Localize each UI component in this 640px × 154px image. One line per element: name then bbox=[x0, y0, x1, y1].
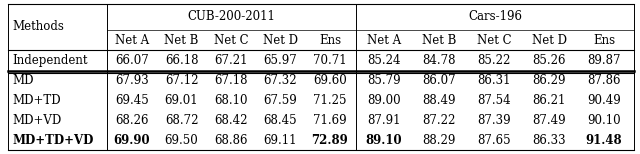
Text: Independent: Independent bbox=[12, 54, 88, 67]
Text: 88.49: 88.49 bbox=[422, 95, 456, 107]
Text: 85.22: 85.22 bbox=[477, 54, 511, 67]
Text: 85.26: 85.26 bbox=[532, 54, 566, 67]
Text: Cars-196: Cars-196 bbox=[468, 10, 522, 24]
Text: 91.48: 91.48 bbox=[586, 134, 622, 147]
Text: 87.22: 87.22 bbox=[422, 115, 456, 128]
Text: 69.11: 69.11 bbox=[264, 134, 297, 147]
Text: 87.39: 87.39 bbox=[477, 115, 511, 128]
Text: 87.49: 87.49 bbox=[532, 115, 566, 128]
Text: 69.01: 69.01 bbox=[164, 95, 198, 107]
Text: Net B: Net B bbox=[422, 34, 456, 47]
Text: 87.91: 87.91 bbox=[367, 115, 401, 128]
Text: 86.29: 86.29 bbox=[532, 75, 566, 87]
Text: 69.45: 69.45 bbox=[115, 95, 149, 107]
Text: 71.69: 71.69 bbox=[313, 115, 347, 128]
Text: 67.18: 67.18 bbox=[214, 75, 248, 87]
Text: 68.72: 68.72 bbox=[164, 115, 198, 128]
Text: Net C: Net C bbox=[214, 34, 248, 47]
Text: 89.00: 89.00 bbox=[367, 95, 401, 107]
Text: Net D: Net D bbox=[263, 34, 298, 47]
Text: Net A: Net A bbox=[115, 34, 149, 47]
Text: 67.12: 67.12 bbox=[164, 75, 198, 87]
Text: 68.86: 68.86 bbox=[214, 134, 248, 147]
Text: 68.26: 68.26 bbox=[115, 115, 148, 128]
Text: 84.78: 84.78 bbox=[422, 54, 456, 67]
Text: 67.59: 67.59 bbox=[264, 95, 298, 107]
Text: MD: MD bbox=[12, 75, 33, 87]
Text: Net D: Net D bbox=[531, 34, 566, 47]
Text: 89.10: 89.10 bbox=[365, 134, 403, 147]
Text: 69.90: 69.90 bbox=[114, 134, 150, 147]
Text: 86.07: 86.07 bbox=[422, 75, 456, 87]
Text: MD+TD: MD+TD bbox=[12, 95, 61, 107]
Text: 66.18: 66.18 bbox=[164, 54, 198, 67]
Text: 69.50: 69.50 bbox=[164, 134, 198, 147]
Text: 89.87: 89.87 bbox=[588, 54, 621, 67]
Text: Methods: Methods bbox=[12, 20, 64, 34]
Text: 68.42: 68.42 bbox=[214, 115, 248, 128]
Text: 85.24: 85.24 bbox=[367, 54, 401, 67]
Text: 67.32: 67.32 bbox=[264, 75, 298, 87]
Text: MD+VD: MD+VD bbox=[12, 115, 61, 128]
Text: 71.25: 71.25 bbox=[313, 95, 347, 107]
Text: 87.86: 87.86 bbox=[588, 75, 621, 87]
Text: CUB-200-2011: CUB-200-2011 bbox=[188, 10, 275, 24]
Text: 67.93: 67.93 bbox=[115, 75, 149, 87]
Text: 66.07: 66.07 bbox=[115, 54, 149, 67]
Text: MD+TD+VD: MD+TD+VD bbox=[12, 134, 93, 147]
Text: 86.21: 86.21 bbox=[532, 95, 566, 107]
Text: Ens: Ens bbox=[319, 34, 341, 47]
Text: 85.79: 85.79 bbox=[367, 75, 401, 87]
Text: 90.10: 90.10 bbox=[587, 115, 621, 128]
Text: 70.71: 70.71 bbox=[313, 54, 347, 67]
Text: 86.31: 86.31 bbox=[477, 75, 511, 87]
Text: 68.45: 68.45 bbox=[264, 115, 298, 128]
Text: Net C: Net C bbox=[477, 34, 511, 47]
Text: 67.21: 67.21 bbox=[214, 54, 248, 67]
Text: 87.65: 87.65 bbox=[477, 134, 511, 147]
Text: Net A: Net A bbox=[367, 34, 401, 47]
Text: 69.60: 69.60 bbox=[313, 75, 347, 87]
Text: Ens: Ens bbox=[593, 34, 615, 47]
Text: 87.54: 87.54 bbox=[477, 95, 511, 107]
Text: 90.49: 90.49 bbox=[587, 95, 621, 107]
Text: 68.10: 68.10 bbox=[214, 95, 248, 107]
Text: 86.33: 86.33 bbox=[532, 134, 566, 147]
Text: 65.97: 65.97 bbox=[264, 54, 298, 67]
Text: 72.89: 72.89 bbox=[312, 134, 348, 147]
Text: Net B: Net B bbox=[164, 34, 198, 47]
Text: 88.29: 88.29 bbox=[422, 134, 456, 147]
